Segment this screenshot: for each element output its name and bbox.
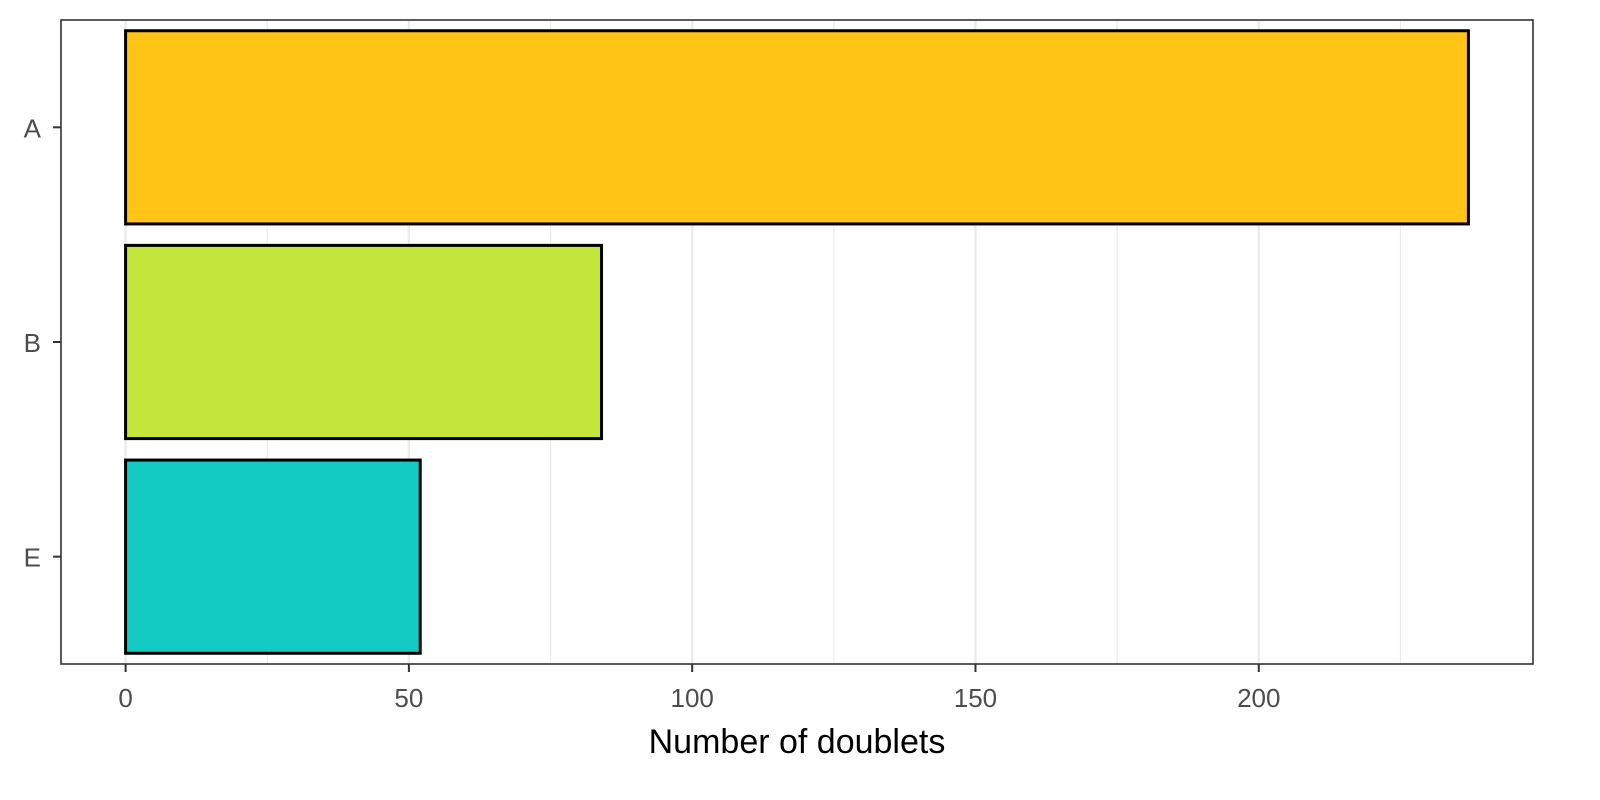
y-tick-label: B <box>24 328 41 358</box>
x-tick-label: 0 <box>118 683 132 713</box>
x-tick-label: 200 <box>1237 683 1280 713</box>
bar-a <box>124 29 1470 226</box>
axis-ticks: 0 50 100 150 200 A B E <box>24 113 1281 713</box>
x-tick-label: 100 <box>670 683 713 713</box>
y-tick-label: A <box>24 113 42 143</box>
bar-b <box>124 243 604 441</box>
y-tick-label: E <box>24 543 41 573</box>
bars <box>124 29 1470 655</box>
x-axis-title: Number of doublets <box>649 723 946 761</box>
x-tick-label: 150 <box>954 683 997 713</box>
x-tick-label: 50 <box>394 683 423 713</box>
bar-e <box>124 458 422 655</box>
